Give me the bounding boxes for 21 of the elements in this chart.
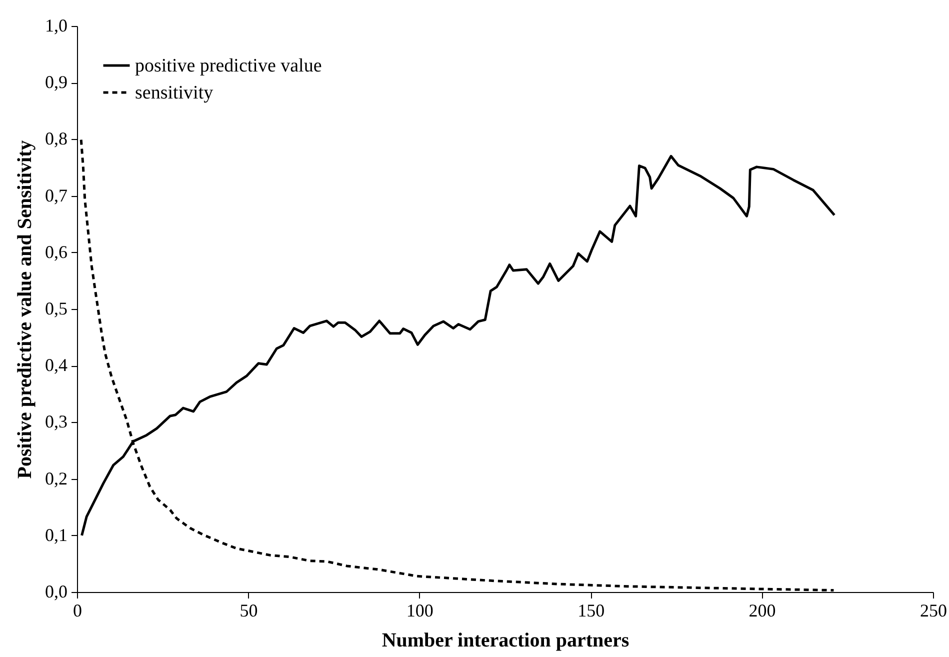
- y-tick-label: 0,1: [45, 524, 68, 545]
- y-tick-label: 0,4: [45, 355, 68, 376]
- x-tick-label: 50: [240, 600, 258, 620]
- y-tick-label: 0,9: [45, 72, 68, 92]
- x-tick-label: 250: [920, 600, 947, 620]
- x-axis-title: Number interaction partners: [382, 630, 630, 652]
- legend-label: sensitivity: [135, 82, 214, 104]
- y-tick-label: 0,7: [45, 185, 68, 206]
- y-tick-label: 0,3: [45, 412, 68, 432]
- y-tick-label: 0,0: [45, 582, 68, 602]
- x-tick-label: 100: [406, 600, 434, 620]
- legend-label: positive predictive value: [135, 56, 322, 76]
- x-tick-label: 0: [73, 600, 82, 620]
- x-tick-label: 200: [748, 600, 776, 620]
- x-tick-label: 150: [578, 600, 605, 620]
- y-tick-label: 0,6: [45, 242, 68, 262]
- y-tick-label: 0,8: [45, 128, 68, 149]
- y-tick-label: 1,0: [45, 16, 68, 36]
- y-tick-label: 0,5: [45, 298, 68, 318]
- y-tick-label: 0,2: [45, 468, 68, 488]
- y-axis-title: Positive predictive value and Sensitivity: [14, 140, 36, 479]
